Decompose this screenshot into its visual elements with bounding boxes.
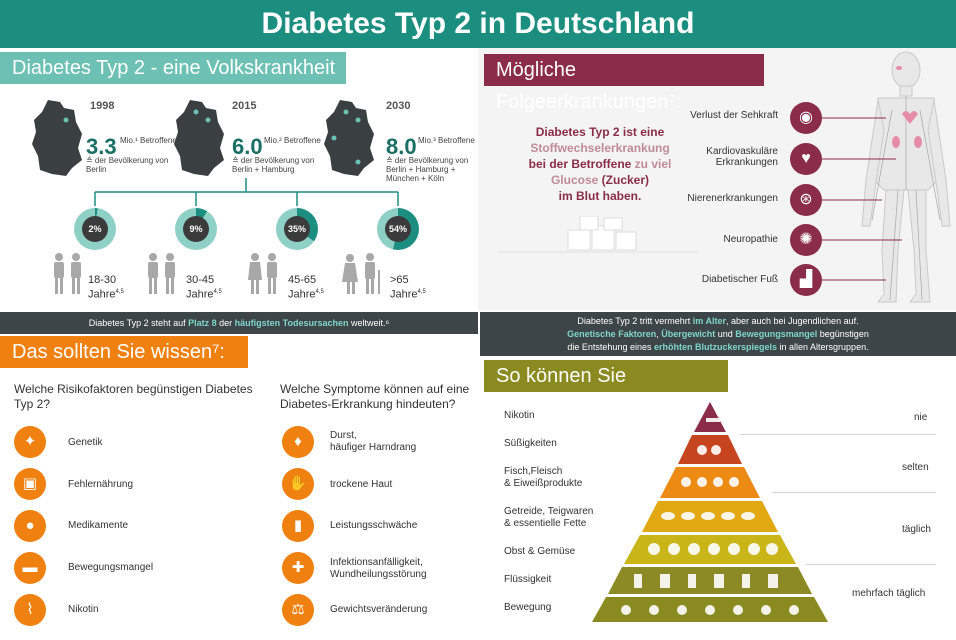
affected-unit: Mio.² Betroffene: [264, 136, 321, 145]
complication-label: Nierenerkrankungen: [687, 193, 778, 204]
age-share-ring: 54%: [377, 208, 419, 250]
wissen-heading: Das sollten Sie wissen⁷:: [0, 336, 248, 368]
complication-label: Kardiovaskuläre Erkrankungen: [706, 146, 778, 168]
age-range-label: 30-45 Jahre4,5: [186, 274, 222, 301]
pyramid-label: Fisch,Fleisch & Eiweißprodukte: [504, 466, 583, 489]
frequency-label: täglich: [902, 524, 931, 535]
age-share-ring: 2%: [74, 208, 116, 250]
connector-lines: [822, 117, 902, 281]
age-range-label: 45-65 Jahre4,5: [288, 274, 324, 301]
volkskrankheit-heading: Diabetes Typ 2 - eine Volkskrankheit: [0, 52, 346, 84]
divider: [806, 564, 936, 565]
frequency-label: mehrfach täglich: [852, 588, 926, 599]
divider: [740, 434, 936, 435]
pyramid-level-suessigkeiten: [678, 435, 742, 464]
risk-label: Genetik: [68, 437, 103, 448]
pyramid-level-fluessigkeit: [608, 567, 812, 594]
pyramid-level-eiweiss: [660, 467, 760, 498]
frequency-label: nie: [914, 412, 928, 423]
age-share-percent: 2%: [82, 216, 108, 242]
symptom-question: Welche Symptome können auf eine Diabetes…: [280, 382, 470, 411]
dna-icon: ✦: [14, 426, 46, 458]
age-range-label: >65 Jahre4,5: [390, 274, 426, 301]
pills-icon: ●: [14, 510, 46, 542]
year-label: 2015: [232, 100, 257, 112]
people-icon: [148, 253, 175, 294]
age-share-ring: 35%: [276, 208, 318, 250]
fastfood-icon: ▣: [14, 468, 46, 500]
germany-map-2030: [324, 100, 374, 176]
hand-icon: ✋: [282, 468, 314, 500]
vorbeugen-heading: So können Sie vorbeugen⁸:: [484, 360, 728, 419]
year-label: 1998: [90, 100, 115, 112]
complication-label: Verlust der Sehkraft: [690, 110, 778, 121]
disease-description: Diabetes Typ 2 ist eine Stoffwechselerkr…: [528, 125, 672, 203]
elderly-people-icon: [342, 253, 380, 294]
sick-person-icon: ✚: [282, 552, 314, 584]
people-icon: [248, 253, 277, 294]
volkskrankheit-panel: Diabetes Typ 2 - eine Volkskrankheit 199…: [0, 48, 478, 310]
divider: [772, 492, 936, 493]
drop-icon: ♦: [282, 426, 314, 458]
food-pyramid: [592, 402, 828, 622]
germany-map-1998: [32, 100, 82, 176]
heart-icon: ♥: [790, 143, 822, 175]
risk-question: Welche Risikofaktoren begünstigen Diabet…: [14, 382, 253, 411]
kidney-icon: ⊛: [790, 184, 822, 216]
affected-count: 6.0: [232, 134, 263, 159]
affected-unit: Mio.¹ Betroffene: [120, 136, 177, 145]
scale-icon: ⚖: [282, 594, 314, 626]
death-cause-strip: Diabetes Typ 2 steht auf Platz 8 der häu…: [0, 312, 478, 334]
age-share-percent: 54%: [385, 216, 411, 242]
affected-desc: ≙ der Bevölkerung von Berlin + Hamburg: [232, 156, 315, 174]
germany-map-2015: [174, 100, 224, 176]
age-share-ring: 9%: [175, 208, 217, 250]
pyramid-label: Bewegung: [504, 602, 552, 613]
page-title: Diabetes Typ 2 in Deutschland: [0, 0, 956, 48]
symptom-label: Leistungsschwäche: [330, 520, 418, 531]
eye-icon: ◉: [790, 102, 822, 134]
risk-label: Bewegungsmangel: [68, 562, 154, 573]
sugar-cubes-illustration: [498, 216, 698, 253]
age-risk-strip: Diabetes Typ 2 tritt vermehrt im Alter, …: [480, 312, 956, 356]
risk-label: Fehlernährung: [68, 479, 134, 490]
cigarette-icon: ⌇: [14, 594, 46, 626]
complication-label: Diabetischer Fuß: [701, 274, 778, 285]
symptom-label: Durst, häufiger Harndrang: [330, 430, 417, 453]
pyramid-label: Süßigkeiten: [504, 438, 557, 449]
affected-desc: ≙ der Bevölkerung von Berlin: [86, 156, 169, 174]
complication-label: Neuropathie: [723, 234, 778, 245]
affected-desc: ≙ der Bevölkerung von Berlin + Hamburg +…: [386, 156, 469, 183]
foot-icon: ▟: [790, 264, 822, 296]
age-share-percent: 9%: [183, 216, 209, 242]
pyramid-label: Obst & Gemüse: [504, 546, 576, 557]
nerve-icon: ✺: [790, 224, 822, 256]
connector-lines: [94, 178, 399, 206]
pyramid-level-nikotin: [694, 402, 726, 432]
year-label: 2030: [386, 100, 411, 112]
frequency-label: selten: [902, 462, 929, 473]
symptom-label: trockene Haut: [330, 479, 393, 490]
pyramid-label: Flüssigkeit: [504, 574, 552, 585]
affected-count: 3.3: [86, 134, 117, 159]
folgeerkrankungen-panel: Mögliche Folgeerkrankungen⁷: Diabetes Ty…: [478, 48, 956, 310]
pyramid-label: Getreide, Teigwaren & essentielle Fette: [504, 506, 594, 529]
affected-count: 8.0: [386, 134, 417, 159]
risk-label: Medikamente: [68, 520, 129, 531]
symptom-label: Gewichtsveränderung: [330, 604, 428, 615]
people-icon: [54, 253, 81, 294]
human-body-illustration: [861, 51, 951, 303]
age-range-label: 18-30 Jahre4,5: [88, 274, 124, 301]
symptom-label: Infektionsanfälligkeit, Wundheilungsstöru…: [330, 557, 427, 580]
pyramid-label: Nikotin: [504, 410, 535, 421]
sofa-icon: ▬: [14, 552, 46, 584]
risk-label: Nikotin: [68, 604, 99, 615]
battery-icon: ▮: [282, 510, 314, 542]
affected-unit: Mio.³ Betroffene: [418, 136, 475, 145]
age-share-percent: 35%: [284, 216, 310, 242]
folgeerkrankungen-heading: Mögliche Folgeerkrankungen⁷:: [484, 54, 764, 113]
